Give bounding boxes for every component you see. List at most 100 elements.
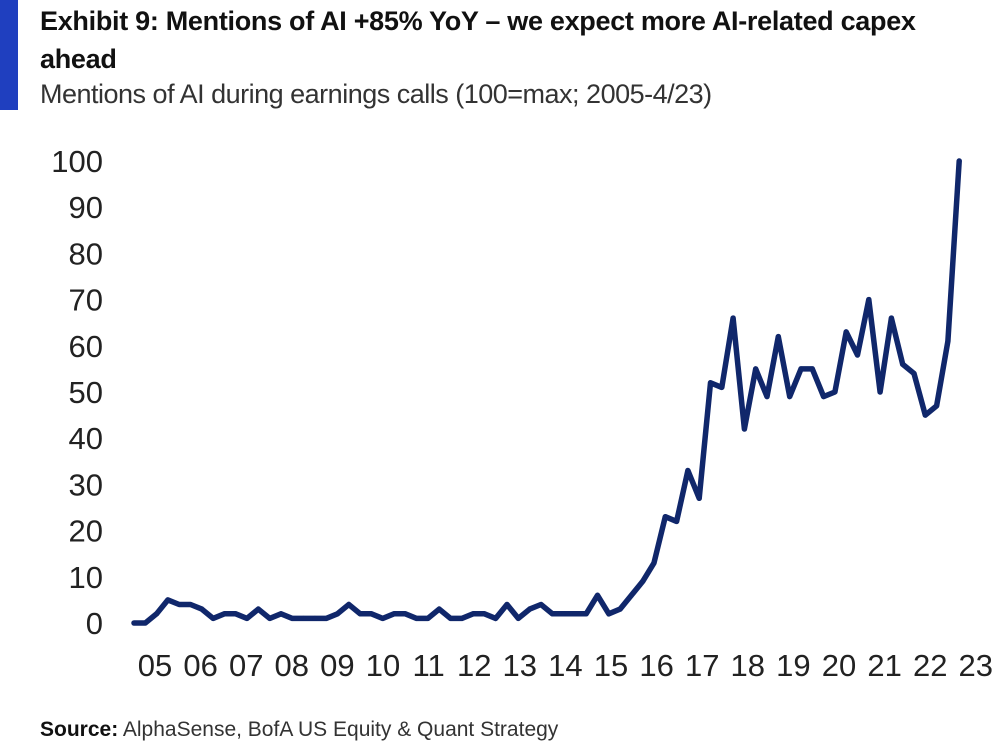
data-point (255, 606, 261, 612)
data-point (866, 297, 872, 303)
data-point (764, 394, 770, 400)
x-tick-label: 17 (685, 648, 719, 683)
data-point (176, 602, 182, 607)
data-point (606, 611, 612, 617)
data-point (357, 611, 363, 617)
data-point (549, 611, 555, 617)
data-point (210, 615, 216, 621)
data-point (278, 611, 284, 617)
data-point (809, 366, 815, 372)
x-tick-label: 14 (548, 648, 582, 683)
data-point (402, 611, 408, 617)
data-point (843, 329, 849, 335)
data-point (380, 615, 386, 621)
data-point (787, 394, 793, 400)
data-point (221, 611, 227, 617)
data-point (267, 615, 273, 621)
data-point (617, 606, 623, 612)
data-point (888, 315, 894, 321)
data-point (425, 615, 431, 621)
accent-bar (0, 0, 18, 110)
x-tick-label: 11 (413, 648, 445, 683)
data-point (504, 602, 510, 607)
x-axis-ticks: 05 06 07 08 09 10 11 12 13 14 15 16 17 18 19 20 21 22 23 (138, 648, 993, 683)
data-point (515, 615, 521, 621)
x-tick-label: 19 (776, 648, 810, 683)
data-point (142, 620, 148, 626)
data-point (956, 158, 962, 164)
x-tick-label: 16 (639, 648, 673, 683)
data-point (900, 361, 906, 367)
y-tick-label: 20 (69, 514, 103, 549)
x-tick-label: 20 (822, 648, 856, 683)
data-point (832, 389, 838, 395)
data-point (538, 602, 544, 607)
data-point (436, 606, 442, 612)
data-point (719, 384, 725, 390)
data-point (911, 371, 917, 376)
line-chart: 0 10 20 30 40 50 60 70 80 90 100 05 06 07 08 09 10 11 12 1… (51, 144, 993, 683)
data-point (301, 615, 307, 621)
data-point (696, 495, 702, 501)
x-tick-label: 21 (867, 648, 901, 683)
x-tick-label: 09 (320, 648, 354, 683)
x-tick-label: 05 (138, 648, 172, 683)
y-axis-ticks: 0 10 20 30 40 50 60 70 80 90 100 (51, 144, 103, 641)
data-point (368, 611, 374, 617)
data-point (459, 615, 465, 621)
data-point (775, 334, 781, 340)
data-point (753, 366, 759, 372)
data-point (165, 597, 171, 603)
x-tick-label: 08 (275, 648, 309, 683)
data-point (233, 611, 239, 617)
source-text: AlphaSense, BofA US Equity & Quant Strat… (122, 718, 559, 741)
x-tick-label: 12 (457, 648, 491, 683)
data-point (244, 615, 250, 621)
data-point (154, 611, 160, 617)
data-point (561, 611, 567, 617)
data-point (312, 615, 318, 621)
data-point (708, 380, 713, 386)
data-point (934, 403, 940, 409)
y-tick-label: 60 (69, 329, 103, 364)
x-tick-label: 18 (731, 648, 765, 683)
data-point (199, 606, 205, 612)
data-point (628, 592, 634, 598)
source-label: Source: (40, 718, 119, 741)
data-point (131, 620, 137, 626)
data-point (821, 394, 827, 400)
x-tick-label: 23 (959, 648, 993, 683)
data-point (595, 592, 600, 598)
data-point (335, 611, 340, 617)
y-tick-label: 40 (69, 421, 103, 456)
y-tick-label: 80 (69, 236, 103, 271)
x-tick-label: 13 (503, 648, 537, 683)
source-note: Source: AlphaSense, BofA US Equity & Qua… (40, 718, 558, 742)
y-tick-label: 90 (69, 190, 103, 225)
y-tick-label: 50 (69, 375, 103, 410)
data-point (572, 611, 578, 617)
data-point (470, 611, 476, 617)
data-point (877, 389, 883, 395)
data-point (662, 514, 668, 520)
y-tick-label: 0 (86, 606, 103, 641)
chart-subtitle: Mentions of AI during earnings calls (10… (40, 79, 712, 109)
data-point (855, 352, 860, 358)
data-point (391, 611, 397, 617)
data-point (448, 615, 453, 621)
data-point (481, 611, 487, 617)
data-point (685, 468, 691, 473)
data-point (188, 602, 193, 607)
data-point (583, 611, 589, 617)
data-point (730, 315, 736, 321)
data-point (289, 615, 295, 621)
x-tick-label: 10 (366, 648, 400, 683)
data-point (651, 560, 657, 566)
x-tick-label: 15 (594, 648, 628, 683)
data-point (640, 578, 646, 584)
y-tick-label: 10 (69, 560, 103, 595)
data-point (414, 615, 420, 621)
y-tick-label: 70 (69, 283, 103, 318)
data-point (798, 366, 804, 372)
x-tick-label: 07 (229, 648, 263, 683)
